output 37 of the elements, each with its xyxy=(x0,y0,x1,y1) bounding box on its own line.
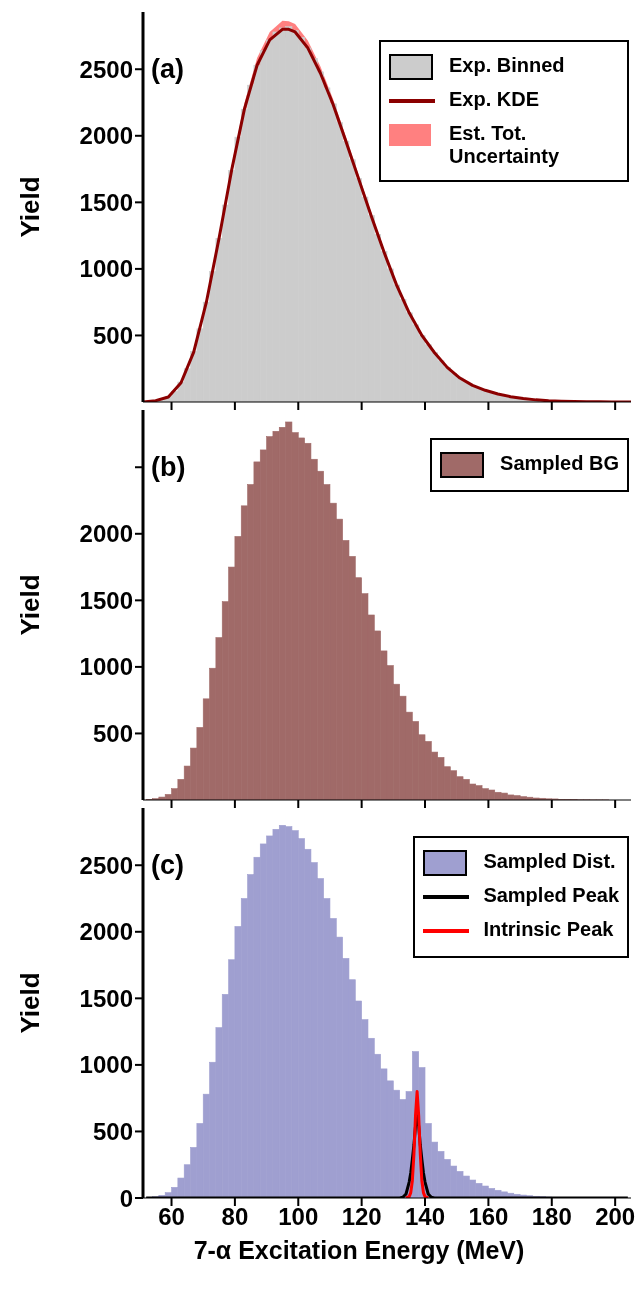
x-tick-label: 80 xyxy=(221,1203,249,1231)
annotation: (c) xyxy=(151,850,184,881)
legend-label: Intrinsic Peak xyxy=(483,918,614,941)
y-axis-title: Yield xyxy=(15,574,46,636)
legend-label: Exp. Binned xyxy=(449,54,565,77)
legend-label: Exp. KDE xyxy=(449,88,540,111)
x-axis-title: 7-α Excitation Energy (MeV) xyxy=(192,1236,526,1265)
y-tick-label: 1500 xyxy=(79,586,133,614)
y-tick-label: 2000 xyxy=(79,520,133,548)
y-tick-label: 2000 xyxy=(79,122,133,150)
y-tick-label: 0 xyxy=(119,1184,133,1212)
y-tick-label: 1000 xyxy=(79,1051,133,1079)
x-tick-label: 140 xyxy=(405,1203,446,1231)
y-tick-label: 2500 xyxy=(79,55,133,83)
y-tick-label: 1500 xyxy=(79,188,133,216)
y-tick-label: 2000 xyxy=(79,918,133,946)
y-tick-label: 500 xyxy=(92,1117,133,1145)
x-tick-label: 200 xyxy=(595,1203,636,1231)
y-tick-label: 2500 xyxy=(79,851,133,879)
y-tick-label: 1000 xyxy=(79,255,133,283)
y-axis-title: Yield xyxy=(15,972,46,1034)
x-tick-label: 120 xyxy=(341,1203,382,1231)
x-tick-label: 180 xyxy=(531,1203,572,1231)
y-tick-label: 1000 xyxy=(79,653,133,681)
y-tick-label: 1500 xyxy=(79,984,133,1012)
legend-label: Sampled Peak xyxy=(483,884,619,907)
legend-label: Sampled Dist. xyxy=(483,850,616,873)
x-tick-label: 160 xyxy=(468,1203,509,1231)
y-tick-label: 500 xyxy=(92,321,133,349)
annotation: (b) xyxy=(151,452,186,483)
annotation: (a) xyxy=(151,54,184,85)
x-tick-label: 100 xyxy=(278,1203,319,1231)
legend-label: Sampled BG xyxy=(500,452,619,475)
x-tick-label: 60 xyxy=(158,1203,185,1231)
y-tick-label: 500 xyxy=(92,719,133,747)
legend-label: Est. Tot. Uncertainty xyxy=(449,122,561,168)
y-axis-title: Yield xyxy=(15,176,46,238)
